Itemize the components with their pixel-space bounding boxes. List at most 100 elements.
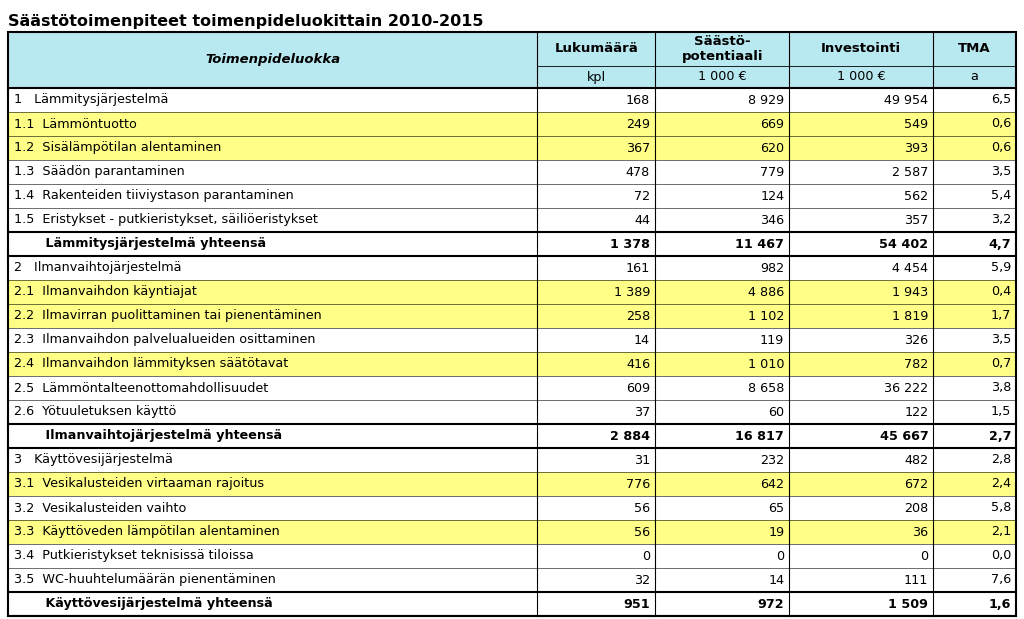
Bar (538, 544, 655, 568)
Bar (655, 280, 790, 304)
Bar (655, 66, 790, 88)
Text: 2,1: 2,1 (991, 526, 1011, 539)
Text: 5,9: 5,9 (991, 261, 1011, 274)
Text: 3.5  WC-huuhtelumäärän pienentäminen: 3.5 WC-huuhtelumäärän pienentäminen (14, 573, 275, 586)
Text: 0: 0 (921, 550, 929, 563)
Bar (790, 592, 933, 616)
Text: 2 587: 2 587 (892, 165, 929, 178)
Text: 168: 168 (626, 93, 650, 106)
Text: 1,5: 1,5 (990, 405, 1011, 418)
Bar (538, 184, 655, 208)
Bar (933, 352, 1016, 376)
Text: 367: 367 (626, 142, 650, 155)
Text: 3,5: 3,5 (990, 165, 1011, 178)
Text: 1.3  Säädön parantaminen: 1.3 Säädön parantaminen (14, 165, 184, 178)
Text: 2   Ilmanvaihtojärjestelmä: 2 Ilmanvaihtojärjestelmä (14, 261, 181, 274)
Text: 0: 0 (776, 550, 784, 563)
Text: 0,7: 0,7 (990, 358, 1011, 371)
Bar (8, 184, 538, 208)
Text: 672: 672 (904, 477, 929, 490)
Text: 3.2  Vesikalusteiden vaihto: 3.2 Vesikalusteiden vaihto (14, 501, 186, 514)
Bar (933, 280, 1016, 304)
Bar (933, 400, 1016, 424)
Text: 1 102: 1 102 (748, 310, 784, 322)
Text: 258: 258 (626, 310, 650, 322)
Bar (933, 232, 1016, 256)
Text: 4 886: 4 886 (748, 285, 784, 298)
Text: 5,8: 5,8 (990, 501, 1011, 514)
Text: 2,8: 2,8 (991, 454, 1011, 467)
Bar (790, 448, 933, 472)
Bar (790, 424, 933, 448)
Bar (8, 32, 538, 88)
Bar (655, 304, 790, 328)
Text: 346: 346 (760, 214, 784, 227)
Bar (655, 472, 790, 496)
Bar (8, 160, 538, 184)
Text: 119: 119 (760, 334, 784, 347)
Text: 951: 951 (624, 597, 650, 610)
Bar (8, 520, 538, 544)
Bar (655, 32, 790, 66)
Bar (655, 400, 790, 424)
Text: 161: 161 (626, 261, 650, 274)
Text: 60: 60 (768, 405, 784, 418)
Text: Käyttövesijärjestelmä yhteensä: Käyttövesijärjestelmä yhteensä (14, 597, 272, 610)
Text: 249: 249 (626, 118, 650, 131)
Text: Säästötoimenpiteet toimenpideluokittain 2010-2015: Säästötoimenpiteet toimenpideluokittain … (8, 14, 483, 29)
Bar (655, 352, 790, 376)
Bar (790, 66, 933, 88)
Bar (538, 304, 655, 328)
Bar (655, 568, 790, 592)
Bar (790, 88, 933, 112)
Bar (933, 304, 1016, 328)
Text: 2.4  Ilmanvaihdon lämmityksen säätötavat: 2.4 Ilmanvaihdon lämmityksen säätötavat (14, 358, 288, 371)
Text: 1 819: 1 819 (892, 310, 929, 322)
Text: 393: 393 (904, 142, 929, 155)
Bar (8, 568, 538, 592)
Text: 779: 779 (760, 165, 784, 178)
Text: 2,7: 2,7 (988, 430, 1011, 443)
Bar (538, 232, 655, 256)
Text: 2.3  Ilmanvaihdon palvelualueiden osittaminen: 2.3 Ilmanvaihdon palvelualueiden osittam… (14, 334, 315, 347)
Bar (933, 136, 1016, 160)
Text: 45 667: 45 667 (880, 430, 929, 443)
Bar (655, 592, 790, 616)
Text: a: a (971, 71, 979, 84)
Text: 0,4: 0,4 (991, 285, 1011, 298)
Bar (8, 496, 538, 520)
Text: Lukumäärä: Lukumäärä (554, 43, 638, 56)
Bar (933, 160, 1016, 184)
Bar (538, 88, 655, 112)
Text: 2,4: 2,4 (991, 477, 1011, 490)
Bar (655, 160, 790, 184)
Bar (8, 448, 538, 472)
Bar (933, 472, 1016, 496)
Text: 620: 620 (760, 142, 784, 155)
Bar (790, 352, 933, 376)
Bar (790, 472, 933, 496)
Text: 14: 14 (634, 334, 650, 347)
Text: 124: 124 (760, 189, 784, 202)
Bar (655, 448, 790, 472)
Text: 1,7: 1,7 (990, 310, 1011, 322)
Text: 2.5  Lämmöntalteenottomahdollisuudet: 2.5 Lämmöntalteenottomahdollisuudet (14, 381, 268, 394)
Bar (538, 472, 655, 496)
Bar (538, 352, 655, 376)
Text: 14: 14 (768, 573, 784, 586)
Text: 776: 776 (626, 477, 650, 490)
Text: 208: 208 (904, 501, 929, 514)
Text: 1 389: 1 389 (613, 285, 650, 298)
Bar (8, 544, 538, 568)
Bar (8, 592, 538, 616)
Bar (933, 32, 1016, 66)
Bar (790, 400, 933, 424)
Bar (790, 376, 933, 400)
Text: 609: 609 (626, 381, 650, 394)
Text: 416: 416 (626, 358, 650, 371)
Bar (790, 208, 933, 232)
Bar (538, 568, 655, 592)
Text: 3.4  Putkieristykset teknisissä tiloissa: 3.4 Putkieristykset teknisissä tiloissa (14, 550, 254, 563)
Text: 3,8: 3,8 (990, 381, 1011, 394)
Text: 1.5  Eristykset - putkieristykset, säiliöeristykset: 1.5 Eristykset - putkieristykset, säiliö… (14, 214, 317, 227)
